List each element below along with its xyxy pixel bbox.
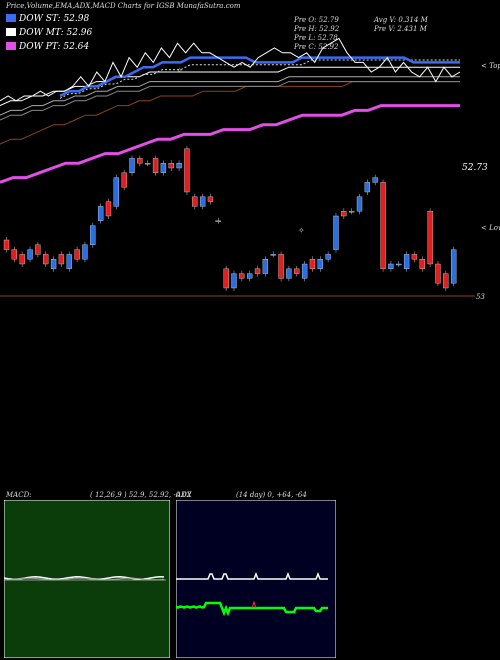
candle [443,273,449,289]
last-price-label: 52.73 [462,163,488,173]
candle [137,158,143,164]
candle [105,201,112,217]
candle [325,254,331,260]
stat-close: Pre C: 52.92 [294,43,339,51]
candle [396,263,402,266]
candle [168,163,174,169]
candle [380,182,386,269]
candle [74,249,80,260]
marker-top: < Top [481,62,500,70]
price-line [0,37,461,102]
price-chart: ✧✧ [0,37,475,297]
candle [239,273,245,279]
legend-dow-mt: DOW MT: 52.96 [6,28,92,38]
candle [27,249,33,260]
candle [333,215,339,250]
candle [152,158,159,173]
candle [372,177,378,183]
candle [419,259,425,269]
candle [286,268,292,279]
candle [35,244,41,255]
macd-label: MACD: [6,491,32,499]
candle [97,206,104,221]
macd-params: ( 12,26,9 ) 52.9, 52.92, -0.02 [90,491,192,499]
candle [145,163,151,165]
candle [50,259,57,269]
candle [199,196,206,207]
candle [403,254,410,269]
candle [262,259,269,274]
candle [121,172,127,188]
legend-swatch-white [6,28,16,36]
candle [82,244,88,260]
legend-dow-pt: DOW PT: 52.64 [6,42,89,52]
legend-swatch-blue [6,14,16,22]
candle [215,220,221,222]
candle [207,196,214,202]
chart-title: Price,Volume,EMA,ADX,MACD Charts for IGS… [6,2,241,10]
stat-high: Pre H: 52.92 [294,25,340,33]
adx-label: ADX [176,491,192,499]
legend-dow-mt-label: DOW MT: 52.96 [19,28,93,38]
level-label: 53 [476,293,485,301]
stat-prev-volume: Pre V: 2.431 M [374,25,427,33]
legend-dow-st: DOW ST: 52.98 [6,14,89,24]
candle [192,196,198,207]
ema-mid-dotted [59,59,460,99]
candle [90,225,96,245]
candle [58,254,65,265]
candle [388,263,394,269]
candle [231,273,237,289]
candle [247,273,253,279]
stat-low: Pre L: 52.78 [294,34,338,42]
top-marker-glyph: ✧ [176,66,183,75]
candle [184,148,190,193]
candle [435,263,441,284]
candle [113,177,119,207]
candle [176,163,182,169]
ema-mid-lower-band [0,81,460,121]
candle [294,268,300,274]
legend-dow-pt-label: DOW PT: 52.64 [19,42,90,52]
candle [349,211,355,213]
adx-di-plus-line [176,571,328,580]
candle [356,196,363,212]
candle [223,268,229,289]
legend-dow-st-label: DOW ST: 52.98 [19,14,90,24]
candle [451,249,457,284]
candle [411,254,418,260]
candle [309,259,316,269]
adx-panel [176,500,336,658]
candle [301,263,308,279]
candle [43,254,49,265]
macd-line [4,576,165,580]
low-marker-glyph: ✧ [298,226,305,235]
stat-open: Pre O: 52.79 [294,16,339,24]
candle [3,239,10,250]
candle [19,254,25,265]
candle [364,182,371,193]
stat-avg-volume: Avg V: 0.314 M [374,16,428,24]
macd-panel [4,500,170,658]
marker-low: < Low [481,224,500,232]
candle [160,163,167,173]
candle [427,211,433,265]
macd-signal-line [4,577,165,581]
ema-short-line [59,56,460,98]
adx-line [251,600,257,609]
legend-swatch-magenta [6,42,16,50]
candle [129,158,135,173]
candle [270,254,276,256]
candle [66,254,72,269]
ema-mid-line [0,66,460,107]
candle [11,249,17,260]
ema-long-line [0,104,460,184]
candle [254,268,261,274]
candle [341,211,347,217]
candle [317,259,323,269]
candle [278,254,284,279]
adx-params: (14 day) 0, +64, -64 [236,491,307,499]
ema-mid-band [0,76,460,116]
